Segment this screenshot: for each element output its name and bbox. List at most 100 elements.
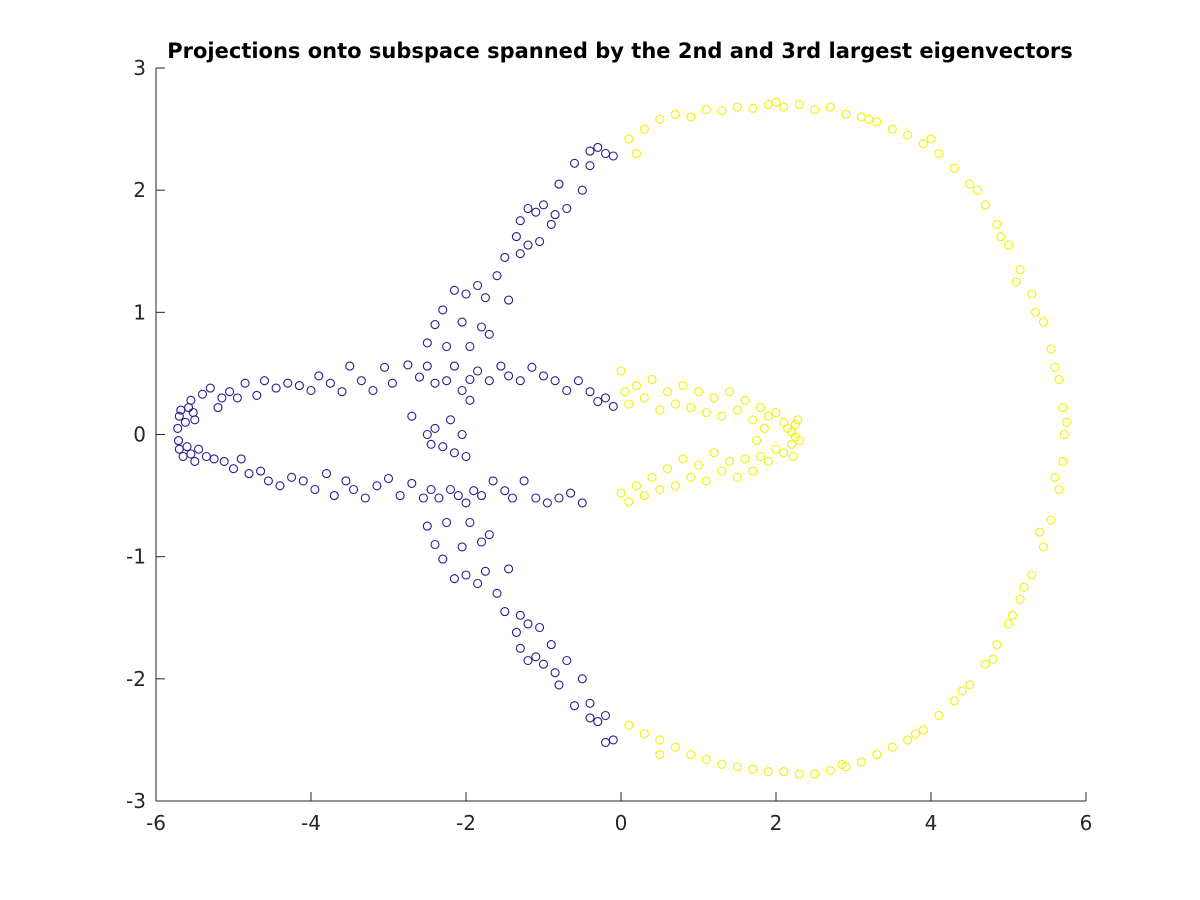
- data-point-series-1: [259, 376, 270, 386]
- data-point-series-2: [647, 472, 657, 482]
- data-point-series-1: [585, 387, 595, 397]
- data-point-series-2: [1007, 610, 1017, 620]
- data-point-series-2: [996, 232, 1006, 242]
- data-point-series-1: [407, 478, 417, 488]
- data-point-series-2: [670, 399, 680, 409]
- data-point-series-1: [461, 498, 471, 508]
- data-point-series-2: [740, 395, 750, 405]
- data-point-series-2: [1003, 240, 1014, 250]
- data-point-series-2: [1054, 374, 1064, 385]
- data-point-series-2: [670, 481, 680, 491]
- y-tick-label: 2: [133, 178, 146, 202]
- data-point-series-2: [887, 124, 897, 134]
- data-point-series-2: [856, 757, 866, 767]
- data-point-series-1: [414, 372, 425, 382]
- data-point-series-1: [600, 393, 611, 403]
- data-point-series-1: [356, 376, 366, 386]
- data-point-series-2: [965, 179, 975, 189]
- data-point-series-1: [538, 200, 549, 210]
- data-point-series-2: [1059, 429, 1069, 440]
- data-point-series-2: [926, 134, 936, 144]
- data-point-series-1: [256, 466, 266, 476]
- data-point-series-1: [325, 378, 335, 388]
- x-tick-label: 0: [615, 811, 628, 835]
- chart-title: Projections onto subspace spanned by the…: [167, 39, 1073, 63]
- data-point-series-1: [434, 493, 444, 503]
- data-point-series-1: [275, 481, 285, 491]
- data-point-series-2: [655, 484, 665, 495]
- data-point-series-1: [213, 403, 223, 413]
- data-point-series-2: [794, 769, 804, 779]
- data-point-series-1: [585, 146, 595, 156]
- data-point-series-1: [225, 387, 235, 397]
- data-point-series-2: [620, 387, 630, 397]
- data-point-series-2: [934, 148, 944, 159]
- data-point-series-2: [779, 448, 789, 458]
- data-point-series-1: [593, 396, 603, 407]
- data-point-series-1: [523, 203, 533, 214]
- data-point-series-2: [624, 134, 634, 144]
- data-point-series-1: [465, 395, 475, 405]
- data-point-series-2: [864, 114, 874, 124]
- data-point-series-2: [709, 448, 719, 458]
- data-point-series-2: [771, 97, 781, 107]
- data-point-series-2: [670, 742, 680, 752]
- data-point-series-1: [492, 588, 502, 598]
- x-tick-label: -4: [301, 811, 321, 835]
- data-point-series-1: [523, 655, 533, 666]
- data-point-series-1: [457, 385, 467, 396]
- data-point-series-2: [662, 387, 673, 397]
- data-point-series-1: [504, 371, 514, 381]
- data-point-series-1: [515, 610, 525, 620]
- data-point-series-2: [779, 767, 789, 777]
- data-point-series-1: [271, 383, 281, 393]
- data-point-series-2: [1050, 362, 1060, 372]
- data-point-series-1: [426, 439, 436, 449]
- data-point-series-2: [786, 439, 797, 449]
- data-point-series-2: [616, 488, 626, 498]
- data-point-series-1: [515, 643, 525, 653]
- data-point-series-1: [484, 530, 494, 540]
- data-point-series-2: [624, 399, 634, 409]
- data-point-series-2: [639, 393, 649, 403]
- data-point-series-1: [453, 491, 463, 501]
- data-point-series-2: [793, 415, 803, 425]
- data-point-series-1: [465, 517, 475, 528]
- data-point-series-1: [600, 710, 611, 721]
- data-point-series-1: [531, 493, 541, 503]
- data-point-series-2: [771, 444, 781, 454]
- data-point-series-1: [449, 361, 459, 371]
- data-point-series-1: [608, 401, 618, 411]
- data-point-series-1: [403, 360, 413, 370]
- data-point-series-1: [500, 607, 510, 617]
- data-point-series-1: [422, 521, 432, 531]
- data-point-series-1: [593, 142, 603, 152]
- data-point-series-2: [794, 100, 804, 110]
- data-point-series-1: [546, 640, 556, 650]
- data-point-series-2: [752, 436, 762, 446]
- data-point-series-2: [1015, 594, 1025, 604]
- data-point-series-1: [554, 493, 564, 503]
- data-point-series-2: [949, 696, 959, 706]
- data-point-series-1: [232, 393, 242, 403]
- data-point-series-1: [562, 655, 572, 666]
- data-point-series-2: [1015, 265, 1025, 275]
- data-point-series-1: [550, 210, 560, 220]
- data-point-series-2: [755, 403, 766, 413]
- data-point-series-2: [701, 754, 711, 765]
- data-point-series-1: [492, 271, 502, 281]
- data-point-series-2: [1011, 277, 1021, 287]
- data-point-series-2: [1062, 417, 1072, 427]
- data-point-series-1: [349, 484, 359, 495]
- data-point-series-1: [566, 488, 576, 498]
- data-point-series-2: [1019, 582, 1029, 592]
- data-point-series-1: [573, 376, 583, 386]
- data-point-series-1: [422, 429, 432, 440]
- data-point-series-1: [511, 232, 521, 242]
- data-point-series-1: [383, 473, 394, 484]
- data-point-series-1: [585, 713, 595, 723]
- data-point-series-2: [771, 407, 781, 418]
- data-point-series-1: [186, 449, 196, 459]
- data-point-series-1: [484, 329, 494, 339]
- data-point-series-2: [740, 454, 750, 464]
